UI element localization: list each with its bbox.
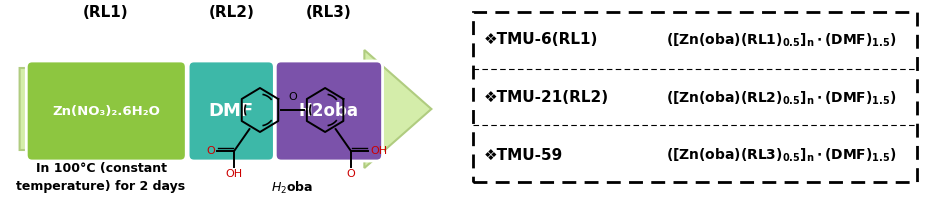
Text: $\mathbf{([Zn(oba)(RL2)_{0.5}]_n \cdot (DMF)_{1.5})}$: $\mathbf{([Zn(oba)(RL2)_{0.5}]_n \cdot (… xyxy=(666,89,896,107)
Text: $\mathbf{([Zn(oba)(RL3)_{0.5}]_n \cdot (DMF)_{1.5})}$: $\mathbf{([Zn(oba)(RL3)_{0.5}]_n \cdot (… xyxy=(666,146,896,164)
Text: (RL2): (RL2) xyxy=(208,5,254,20)
Text: H2oba: H2oba xyxy=(298,102,359,120)
Text: O: O xyxy=(288,92,296,102)
Text: O: O xyxy=(206,146,214,156)
Bar xyxy=(472,12,916,182)
Text: (RL1): (RL1) xyxy=(83,5,128,20)
Text: (RL3): (RL3) xyxy=(306,5,351,20)
Polygon shape xyxy=(20,50,431,168)
FancyBboxPatch shape xyxy=(26,61,186,161)
Text: $\mathbf{([Zn(oba)(RL1)_{0.5}]_n \cdot (DMF)_{1.5})}$: $\mathbf{([Zn(oba)(RL1)_{0.5}]_n \cdot (… xyxy=(666,31,896,49)
Text: $H_2$oba: $H_2$oba xyxy=(271,180,313,196)
Text: Zn(NO₃)₂.6H₂O: Zn(NO₃)₂.6H₂O xyxy=(52,105,160,118)
Text: In 100°C (constant
temperature) for 2 days: In 100°C (constant temperature) for 2 da… xyxy=(16,162,185,193)
FancyBboxPatch shape xyxy=(275,61,382,161)
Text: OH: OH xyxy=(226,169,243,179)
Text: ❖TMU-59: ❖TMU-59 xyxy=(483,147,563,163)
Text: OH: OH xyxy=(370,146,387,156)
Text: ❖TMU-21(RL2): ❖TMU-21(RL2) xyxy=(483,91,609,105)
FancyBboxPatch shape xyxy=(188,61,274,161)
Text: ❖TMU-6(RL1): ❖TMU-6(RL1) xyxy=(483,33,598,47)
Text: DMF: DMF xyxy=(209,102,254,120)
Text: O: O xyxy=(346,169,355,179)
